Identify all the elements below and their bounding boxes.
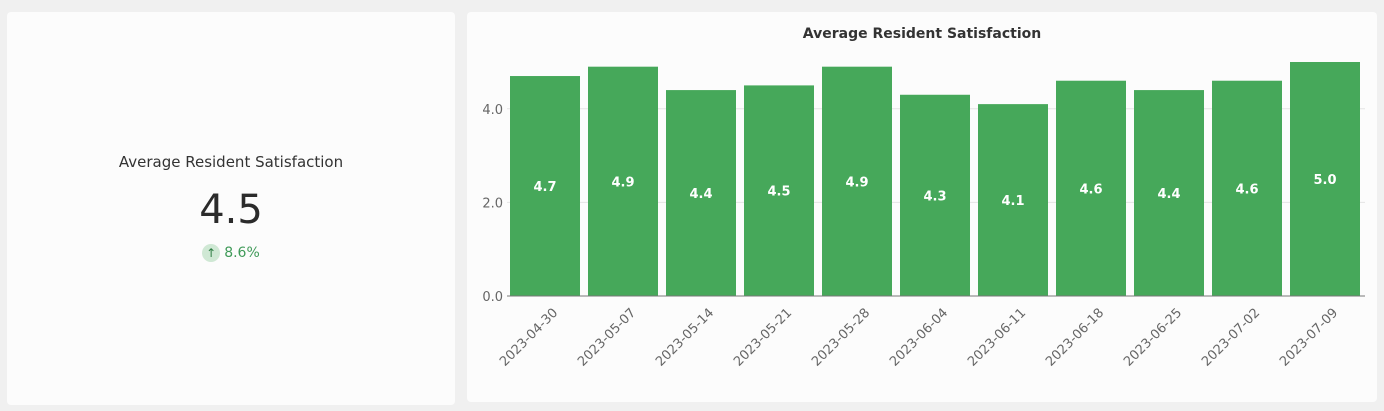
x-tick-label: 2023-06-11: [965, 306, 1029, 370]
bar-value-label: 4.4: [689, 187, 712, 202]
bar[interactable]: [1056, 80, 1126, 296]
x-tick-label: 2023-06-04: [887, 306, 951, 370]
x-tick-label: 2023-05-07: [575, 306, 639, 370]
x-tick-label: 2023-05-14: [653, 306, 717, 370]
y-tick-label: 2.0: [482, 196, 503, 211]
bar-value-label: 4.5: [767, 185, 790, 200]
bar[interactable]: [510, 76, 580, 296]
x-tick-label: 2023-05-21: [731, 306, 795, 370]
bar-value-label: 5.0: [1313, 173, 1336, 188]
bar-value-label: 4.3: [923, 189, 946, 204]
kpi-value: 4.5: [199, 187, 263, 233]
bar[interactable]: [1290, 62, 1360, 296]
bar[interactable]: [744, 85, 814, 297]
bar[interactable]: [666, 90, 736, 296]
bar[interactable]: [1212, 80, 1282, 296]
bar[interactable]: [588, 66, 658, 297]
kpi-delta: ↑ 8.6%: [7, 244, 455, 262]
arrow-up-icon: ↑: [202, 244, 221, 262]
bar[interactable]: [1134, 90, 1204, 296]
kpi-title: Average Resident Satisfaction: [118, 153, 344, 171]
bar-value-label: 4.6: [1079, 182, 1102, 197]
bar-value-label: 4.9: [845, 175, 868, 190]
bar[interactable]: [900, 94, 970, 296]
kpi-card: Average Resident Satisfaction 4.5 ↑ 8.6%: [7, 12, 455, 405]
x-tick-label: 2023-07-09: [1277, 306, 1341, 370]
bar-value-label: 4.9: [611, 175, 634, 190]
chart-card: Average Resident Satisfaction 0.0 2.0 4.0 4…: [467, 12, 1377, 402]
x-tick-label: 2023-06-25: [1121, 306, 1185, 370]
bar-value-label: 4.6: [1235, 182, 1258, 197]
x-tick-label: 2023-04-30: [497, 306, 561, 370]
y-tick-label: 0.0: [482, 290, 503, 305]
bar-value-label: 4.1: [1001, 194, 1024, 209]
chart-title: Average Resident Satisfaction: [802, 26, 1042, 42]
x-tick-label: 2023-06-18: [1043, 306, 1107, 370]
bar-chart: 0.0 2.0 4.0 4.7 2023-04-30 4.9 2023-05-07 4.4 20…: [482, 62, 1365, 370]
y-tick-label: 4.0: [482, 103, 503, 118]
bar[interactable]: [822, 66, 892, 297]
kpi-delta-value: 8.6%: [224, 245, 260, 261]
bar-value-label: 4.4: [1157, 187, 1180, 202]
bar[interactable]: [978, 104, 1048, 297]
x-tick-label: 2023-07-02: [1199, 306, 1263, 370]
bar-value-label: 4.7: [533, 180, 556, 195]
x-tick-label: 2023-05-28: [809, 306, 873, 370]
